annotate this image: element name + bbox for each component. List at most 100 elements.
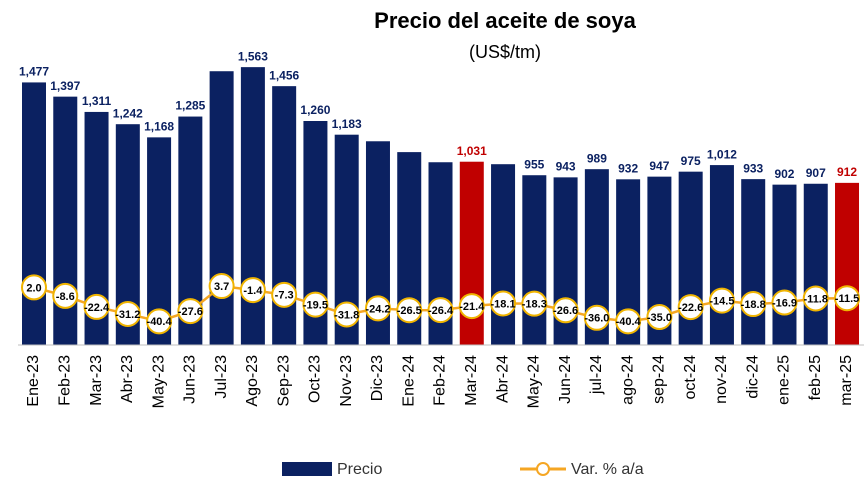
legend-label: Precio: [337, 461, 382, 478]
data-label: 1,456: [269, 68, 299, 82]
data-label: -24.2: [365, 303, 390, 315]
bar: [772, 184, 797, 345]
chart-subtitle: (US$/tm): [469, 42, 541, 62]
data-label: 933: [743, 161, 763, 175]
line-point: [364, 295, 391, 322]
x-tick-label: sep-24: [651, 355, 668, 404]
line-point: [740, 291, 767, 318]
line-point: [708, 287, 735, 314]
x-tick-label: oct-24: [682, 355, 699, 400]
x-tick-label: Dic-23: [369, 355, 386, 401]
x-tick-label: Ene-23: [25, 355, 42, 407]
data-label: 1,285: [175, 99, 205, 113]
data-label: -27.6: [178, 306, 203, 318]
bar: [803, 183, 828, 345]
data-label: -40.4: [616, 316, 642, 328]
data-label: 975: [681, 154, 701, 168]
bar: [741, 179, 766, 345]
data-label: 1,260: [300, 103, 330, 117]
line-point: [271, 281, 298, 308]
data-label: -16.9: [772, 297, 797, 309]
data-label: 2.0: [26, 282, 41, 294]
bar: [22, 82, 46, 345]
data-label: -18.3: [522, 299, 547, 311]
line-point: [396, 297, 423, 324]
x-tick-label: ene-25: [776, 355, 793, 405]
x-tick-label: Ago-23: [244, 355, 261, 407]
data-label: -18.1: [491, 298, 516, 310]
x-tick-label: Jun-23: [182, 355, 199, 404]
x-tick-label: dic-24: [744, 355, 761, 399]
x-tick-label: May-24: [526, 355, 543, 408]
data-label: -26.6: [553, 305, 578, 317]
data-label: 1,183: [332, 117, 362, 131]
line-point: [21, 274, 47, 301]
line-point: [208, 273, 235, 300]
x-tick-label: Ene-24: [400, 355, 417, 407]
line-point: [552, 297, 579, 324]
bar: [835, 182, 860, 345]
data-label: -22.6: [678, 302, 703, 314]
line-point: [646, 304, 673, 330]
data-label: -7.3: [275, 290, 294, 302]
line-point: [490, 290, 517, 317]
line-point: [177, 298, 204, 325]
line-point: [677, 294, 704, 321]
line-point: [146, 308, 173, 335]
data-label: 943: [556, 160, 576, 174]
data-label: -31.2: [115, 309, 140, 321]
data-label: 1,477: [19, 65, 49, 79]
x-tick-label: May-23: [150, 355, 167, 408]
data-label: -31.8: [334, 309, 359, 321]
x-tick-label: Mar-23: [88, 355, 105, 406]
data-label: 932: [618, 161, 638, 175]
data-label: 1,311: [82, 94, 112, 108]
line-point: [302, 291, 329, 318]
x-tick-label: nov-24: [713, 355, 730, 404]
data-label: 1,563: [238, 49, 268, 63]
line-point: [802, 285, 829, 312]
data-label: -21.4: [459, 301, 485, 313]
data-label: 3.7: [214, 281, 229, 293]
data-label: 1,397: [50, 79, 80, 93]
legend-swatch: [282, 462, 332, 476]
data-label: -1.4: [243, 285, 263, 297]
line-point: [615, 308, 642, 335]
x-tick-label: jul-24: [588, 355, 605, 395]
data-label: 955: [524, 157, 544, 171]
data-label: 902: [774, 167, 794, 181]
line-point: [427, 297, 454, 324]
data-label: 1,031: [457, 144, 487, 158]
line-point: [333, 301, 360, 328]
bar: [491, 164, 516, 345]
legend-label: Var. % a/a: [571, 461, 644, 478]
data-label: -35.0: [647, 312, 672, 324]
data-label: 989: [587, 151, 607, 165]
data-label: -11.8: [804, 293, 828, 305]
line-point: [83, 293, 110, 320]
x-tick-label: Feb-23: [56, 355, 73, 406]
data-label: -40.4: [147, 316, 173, 328]
data-label: -19.5: [303, 300, 328, 312]
x-tick-label: Nov-23: [338, 355, 355, 407]
bar: [240, 67, 265, 345]
data-label: -18.8: [741, 299, 766, 311]
line-point: [583, 304, 610, 331]
x-tick-label: mar-25: [838, 355, 855, 406]
line-point: [458, 293, 485, 320]
x-tick-label: Mar-24: [463, 355, 480, 406]
x-tick-label: Jul-23: [213, 355, 230, 399]
bar: [709, 165, 734, 345]
data-label: 907: [806, 166, 826, 180]
chart-title: Precio del aceite de soya: [374, 8, 636, 33]
legend-swatch: [536, 462, 550, 476]
x-tick-label: feb-25: [807, 355, 824, 400]
data-label: 1,168: [144, 120, 174, 134]
x-tick-label: Abr-23: [119, 355, 136, 403]
line-point: [521, 290, 548, 317]
line-point: [239, 277, 266, 304]
data-label: -36.0: [584, 313, 609, 325]
x-tick-label: Sep-23: [275, 355, 292, 407]
data-label: -26.4: [428, 305, 454, 317]
data-label: -22.4: [84, 302, 110, 314]
